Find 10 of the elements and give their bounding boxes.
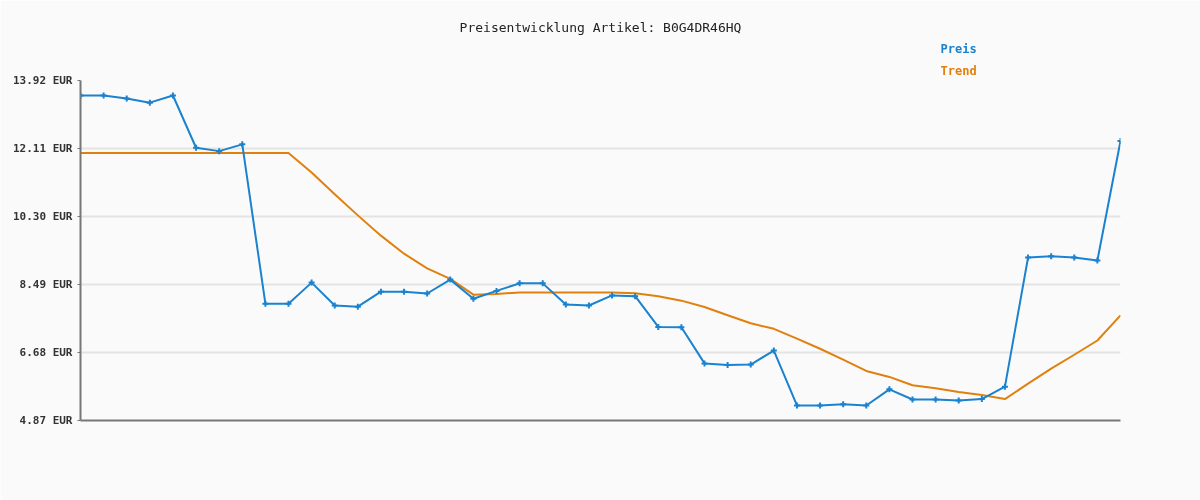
line-series — [80, 152, 1121, 401]
text: Preis — [940, 41, 977, 56]
chart-title: Preisentwicklung Artikel: B0G4DR46HQ — [459, 19, 742, 35]
y-tick-label: 10.30 EUR — [12, 210, 73, 223]
y-tick-label: 6.68 EUR — [19, 346, 73, 359]
y-tick-label: 4.87 EUR — [19, 414, 73, 427]
y-tick-label: 12.11 EUR — [12, 142, 73, 155]
text: Trend — [940, 63, 977, 78]
y-tick-label: 8.49 EUR — [19, 278, 73, 291]
y-tick-label: 13.92 EUR — [12, 74, 73, 87]
